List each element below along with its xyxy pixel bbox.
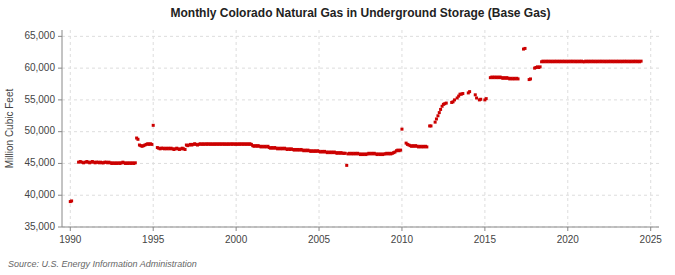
point <box>134 161 137 164</box>
x-tick-label: 1990 <box>59 234 82 245</box>
y-axis-line <box>62 30 63 227</box>
point <box>485 97 488 100</box>
x-tick-label: 2020 <box>557 234 580 245</box>
x-tick <box>650 227 651 231</box>
point <box>474 93 477 96</box>
x-tick <box>70 227 71 231</box>
x-tick <box>319 227 320 231</box>
point <box>345 164 348 167</box>
point <box>400 128 403 131</box>
point <box>434 121 437 124</box>
point <box>453 98 456 101</box>
x-grid-line <box>70 30 71 227</box>
x-grid-line <box>319 30 320 227</box>
y-tick <box>58 68 62 69</box>
x-tick <box>567 227 568 231</box>
source-note: Source: U.S. Energy Information Administ… <box>8 259 197 269</box>
point <box>445 102 448 105</box>
title: Monthly Colorado Natural Gas in Undergro… <box>170 6 550 20</box>
y-grid-line <box>62 163 659 164</box>
y-grid-line <box>62 99 659 100</box>
x-tick <box>401 227 402 231</box>
y-grid-line <box>62 131 659 132</box>
point <box>468 90 471 93</box>
point <box>438 111 441 114</box>
y-grid-line <box>62 195 659 196</box>
point <box>150 143 153 146</box>
x-grid-line <box>236 30 237 227</box>
y-tick-label: 40,000 <box>24 189 55 200</box>
x-tick <box>484 227 485 231</box>
point <box>517 77 520 80</box>
y-tick-label: 50,000 <box>24 125 55 136</box>
y-tick <box>58 36 62 37</box>
point <box>425 145 428 148</box>
point <box>184 148 187 151</box>
x-grid-line <box>650 30 651 227</box>
point <box>399 149 402 152</box>
point <box>429 124 432 127</box>
point <box>439 108 442 111</box>
chart-svg: 35,000 40,000 45,000 50,000 55,000 60,000 65,0… <box>0 0 675 275</box>
y-tick-label: 55,000 <box>24 94 55 105</box>
x-tick-label: 2005 <box>308 234 331 245</box>
point <box>529 77 532 80</box>
point <box>524 47 527 50</box>
y-grid-line <box>62 36 659 37</box>
point <box>461 92 464 95</box>
x-tick-label: 1995 <box>142 234 165 245</box>
y-tick-label: 60,000 <box>24 62 55 73</box>
y-tick-label: 65,000 <box>24 30 55 41</box>
point <box>344 152 347 155</box>
y-tick-label: 45,000 <box>24 157 55 168</box>
y-tick <box>58 131 62 132</box>
y-tick <box>58 163 62 164</box>
point <box>539 65 542 68</box>
point <box>436 114 439 117</box>
x-tick <box>153 227 154 231</box>
point <box>475 96 478 99</box>
x-grid-line <box>484 30 485 227</box>
x-grid-line <box>401 30 402 227</box>
x-tick-label: 2000 <box>225 234 248 245</box>
x-tick-label: 2015 <box>474 234 497 245</box>
x-tick <box>236 227 237 231</box>
y-tick <box>58 99 62 100</box>
y-axis-label: Million Cubic Feet <box>4 89 15 169</box>
point <box>136 138 139 141</box>
point <box>70 199 73 202</box>
y-tick <box>58 227 62 228</box>
x-axis-line <box>62 227 659 228</box>
point <box>435 117 438 120</box>
y-tick-label: 35,000 <box>24 221 55 232</box>
x-grid-line <box>153 30 154 227</box>
x-grid-line <box>567 30 568 227</box>
point <box>152 124 155 127</box>
grid <box>62 30 659 227</box>
point <box>640 60 643 63</box>
y-tick <box>58 195 62 196</box>
x-tick-label: 2025 <box>640 234 663 245</box>
y-grid-line <box>62 68 659 69</box>
points <box>69 47 643 203</box>
chart-container: 35,000 40,000 45,000 50,000 55,000 60,000 65,0… <box>0 0 675 275</box>
y-grid-line <box>62 227 659 228</box>
axes: 35,000 40,000 45,000 50,000 55,000 60,000 65,0… <box>24 30 662 245</box>
x-tick-label: 2010 <box>391 234 414 245</box>
point <box>479 98 482 101</box>
